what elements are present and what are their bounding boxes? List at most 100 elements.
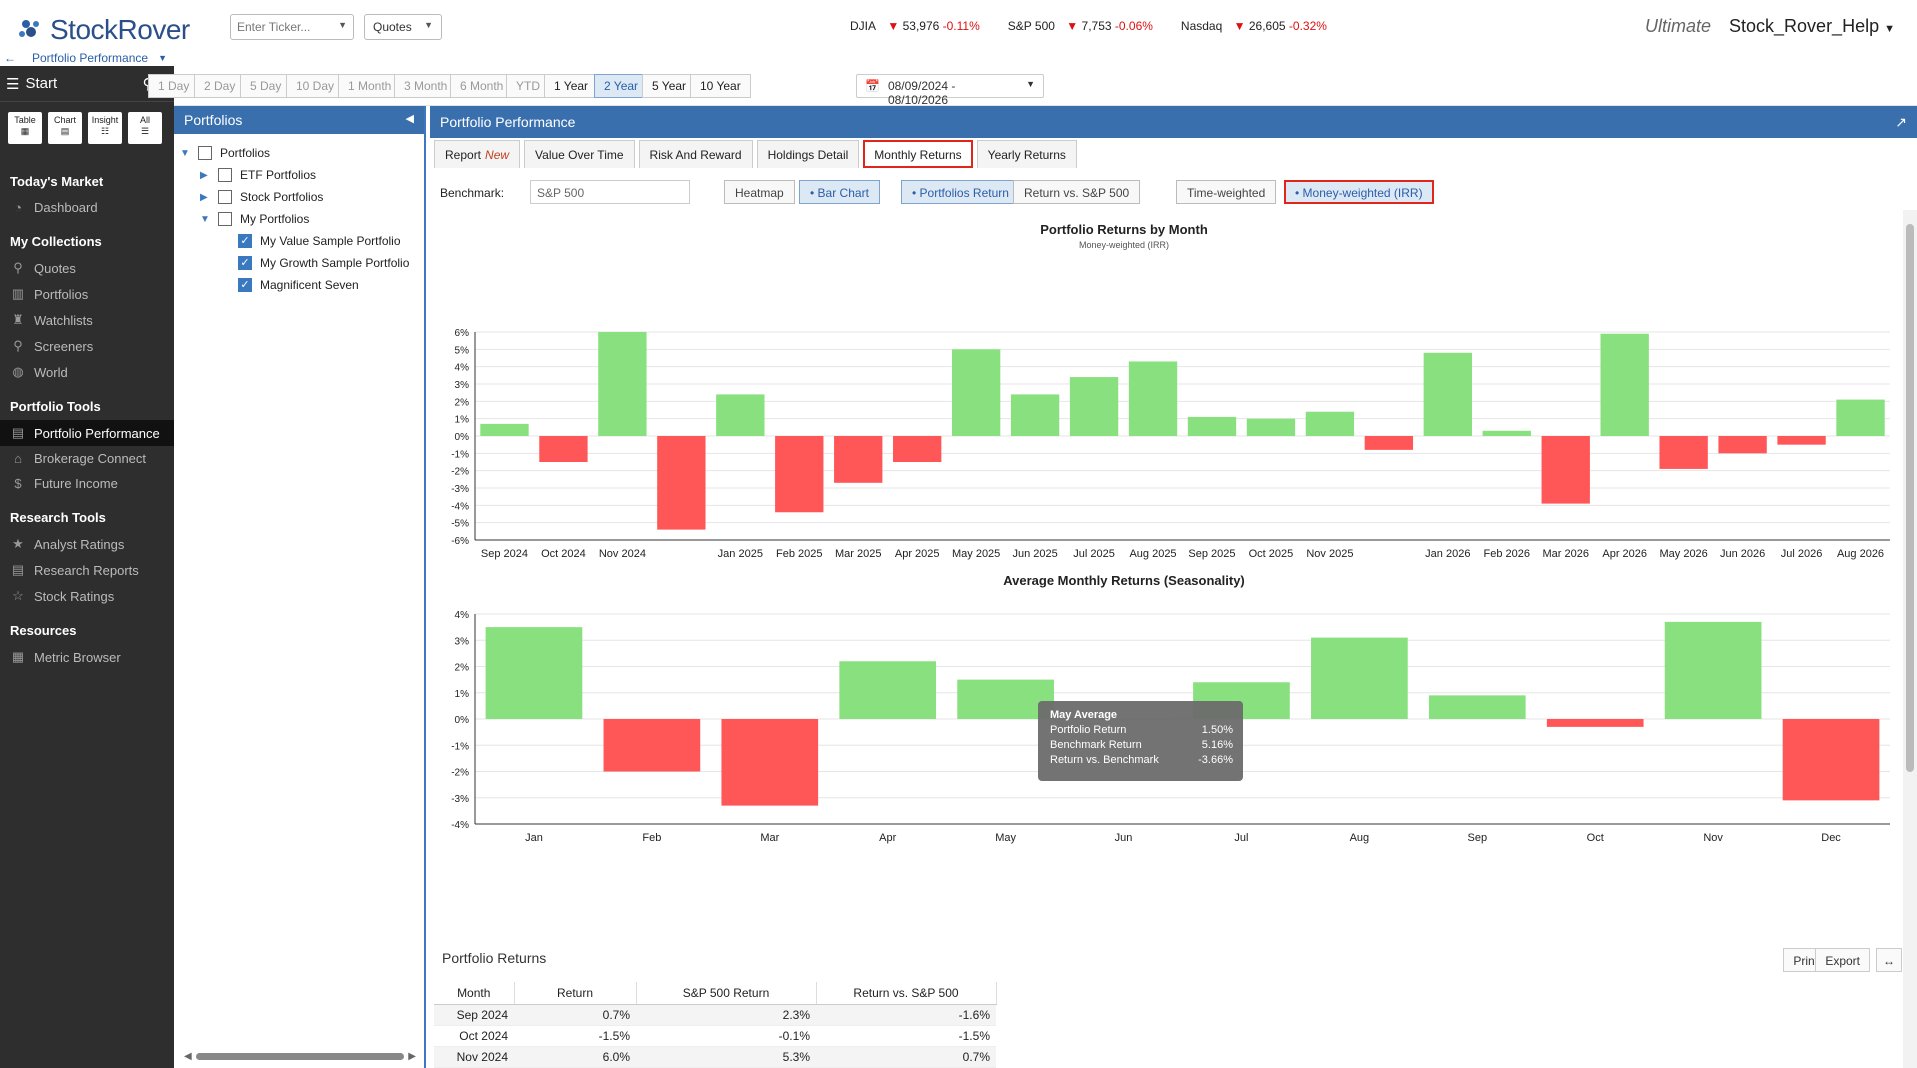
time-weighted-toggle[interactable]: Time-weighted: [1176, 180, 1277, 204]
chevron-down-icon[interactable]: ▼: [200, 213, 210, 225]
chevron-right-icon[interactable]: ▶: [200, 191, 208, 203]
checkbox[interactable]: ✓: [238, 278, 252, 292]
scroll-right-icon[interactable]: ▶: [408, 1050, 416, 1062]
sidebar-item-research-reports[interactable]: ▤ Research Reports: [0, 557, 174, 583]
quotes-label: Quotes: [373, 20, 412, 34]
sidebar-item-watchlists[interactable]: ♜ Watchlists: [0, 307, 174, 333]
vertical-scrollbar[interactable]: [1903, 210, 1917, 1068]
logo[interactable]: StockRover: [18, 14, 190, 46]
heatmap-toggle[interactable]: Heatmap: [724, 180, 795, 204]
user-menu[interactable]: Stock_Rover_Help ▼: [1729, 16, 1895, 36]
chart-bar: [598, 332, 647, 436]
period-5-day[interactable]: 5 Day: [240, 74, 292, 98]
column-header[interactable]: S&P 500 Return: [636, 982, 817, 1005]
tab-report[interactable]: Report New: [434, 140, 521, 168]
table-view-button[interactable]: Table ▦: [8, 112, 42, 144]
period-3-month[interactable]: 3 Month: [394, 74, 458, 98]
expand-icon[interactable]: ↔: [1876, 948, 1902, 972]
ticker-input[interactable]: Enter Ticker... ▼: [230, 14, 354, 40]
period-ytd[interactable]: YTD: [506, 74, 550, 98]
money-weighted-toggle[interactable]: • Money-weighted (IRR): [1284, 180, 1434, 204]
sidebar-item-brokerage-connect[interactable]: ⌂ Brokerage Connect: [0, 446, 174, 471]
sidebar-item-stock-ratings[interactable]: ☆ Stock Ratings: [0, 583, 174, 609]
index-sp500[interactable]: S&P 500 ▼ 7,753 -0.06%: [1007, 19, 1153, 33]
breadcrumb-label: Portfolio Performance: [32, 51, 149, 65]
checkbox[interactable]: [218, 190, 232, 204]
column-header[interactable]: Month: [434, 982, 515, 1005]
sidebar-item-future-income[interactable]: $ Future Income: [0, 471, 174, 496]
x-tick-label: Jul: [1234, 832, 1248, 844]
export-button[interactable]: Export: [1815, 948, 1870, 972]
insight-view-button[interactable]: Insight ☷: [88, 112, 122, 144]
quotes-dropdown[interactable]: Quotes ▼: [364, 14, 442, 40]
breadcrumb[interactable]: ← Portfolio Performance ▼: [4, 51, 167, 65]
index-djia[interactable]: DJIA ▼ 53,976 -0.11%: [850, 19, 980, 33]
table-row[interactable]: Oct 2024 -1.5% -0.1% -1.5%: [434, 1025, 996, 1047]
period-10-year[interactable]: 10 Year: [690, 74, 751, 98]
return-vs-benchmark-toggle[interactable]: Return vs. S&P 500: [1013, 180, 1141, 204]
portfolios-return-toggle[interactable]: • Portfolios Return: [901, 180, 1020, 204]
popout-icon[interactable]: ↗: [1895, 114, 1907, 130]
tree-item[interactable]: ▼ My Portfolios: [180, 208, 418, 230]
sidebar-item-analyst-ratings[interactable]: ★ Analyst Ratings: [0, 531, 174, 557]
sidebar-item-screeners[interactable]: ⚲ Screeners: [0, 333, 174, 359]
tree-item[interactable]: ✓ My Value Sample Portfolio: [180, 230, 418, 252]
tab-value-over-time[interactable]: Value Over Time: [524, 140, 635, 168]
date-range-picker[interactable]: 📅 08/09/2024 - 08/10/2026 ▼: [856, 74, 1044, 107]
period-5-year[interactable]: 5 Year: [642, 74, 697, 98]
benchmark-input[interactable]: S&P 500: [530, 180, 690, 204]
sidebar-item-portfolio-performance[interactable]: ▤ Portfolio Performance: [0, 420, 174, 446]
sidebar-item-portfolios[interactable]: ▥ Portfolios: [0, 281, 174, 307]
period-2-year[interactable]: 2 Year: [594, 74, 649, 98]
tree-item[interactable]: ✓ Magnificent Seven: [180, 274, 418, 296]
checkbox[interactable]: [218, 168, 232, 182]
tab-yearly-returns[interactable]: Yearly Returns: [976, 140, 1077, 168]
period-6-month[interactable]: 6 Month: [450, 74, 514, 98]
brand-name: StockRover: [50, 14, 190, 45]
bar-chart-toggle[interactable]: • Bar Chart: [799, 180, 880, 204]
period-1-month[interactable]: 1 Month: [338, 74, 402, 98]
tree-item[interactable]: ▼ Portfolios: [180, 142, 418, 164]
horizontal-scrollbar[interactable]: ◀ ▶: [184, 1050, 416, 1062]
sidebar-item-dashboard[interactable]: ◔ Dashboard: [0, 195, 174, 220]
hamburger-icon[interactable]: ☰: [6, 75, 20, 93]
tree-item[interactable]: ▶ Stock Portfolios: [180, 186, 418, 208]
scroll-thumb[interactable]: [195, 1052, 405, 1060]
table-cell: -0.1%: [636, 1025, 816, 1047]
tab-risk-and-reward[interactable]: Risk And Reward: [638, 140, 753, 168]
chevron-right-icon[interactable]: ▶: [200, 169, 208, 181]
all-view-button[interactable]: All ☰: [128, 112, 162, 144]
tab-holdings-detail[interactable]: Holdings Detail: [756, 140, 860, 168]
period-2-day[interactable]: 2 Day: [194, 74, 246, 98]
tree-item[interactable]: ✓ My Growth Sample Portfolio: [180, 252, 418, 274]
chart-bar: [1305, 411, 1355, 436]
table-row[interactable]: Sep 2024 0.7% 2.3% -1.6%: [434, 1004, 996, 1026]
y-tick-label: -4%: [451, 501, 469, 512]
sidebar-item-world[interactable]: ◍ World: [0, 359, 174, 385]
collapse-left-icon[interactable]: ◀: [405, 113, 414, 125]
checkbox[interactable]: ✓: [238, 234, 252, 248]
chart-bar: [1482, 430, 1531, 436]
scroll-left-icon[interactable]: ◀: [184, 1050, 192, 1062]
chart-view-button[interactable]: Chart ▤: [48, 112, 82, 144]
checkbox[interactable]: [198, 146, 212, 160]
column-header[interactable]: Return: [514, 982, 637, 1005]
main-header: Portfolio Performance ↗: [430, 106, 1917, 138]
tree-item[interactable]: ▶ ETF Portfolios: [180, 164, 418, 186]
index-nasdaq[interactable]: Nasdaq ▼ 26,605 -0.32%: [1180, 19, 1327, 33]
checkbox[interactable]: [218, 212, 232, 226]
period-10-day[interactable]: 10 Day: [286, 74, 345, 98]
y-tick-label: 1%: [455, 415, 470, 426]
x-tick-label: Jul 2026: [1781, 548, 1823, 560]
sidebar-item-quotes[interactable]: ⚲ Quotes: [0, 255, 174, 281]
column-header[interactable]: Return vs. S&P 500: [816, 982, 997, 1005]
table-row[interactable]: Nov 2024 6.0% 5.3% 0.7%: [434, 1046, 996, 1068]
chevron-down-icon[interactable]: ▼: [180, 147, 190, 159]
back-arrow-icon[interactable]: ←: [4, 51, 16, 65]
period-1-year[interactable]: 1 Year: [544, 74, 599, 98]
period-1-day[interactable]: 1 Day: [148, 74, 200, 98]
sidebar-item-metric-browser[interactable]: ▦ Metric Browser: [0, 644, 174, 670]
checkbox[interactable]: ✓: [238, 256, 252, 270]
tab-monthly-returns[interactable]: Monthly Returns: [863, 140, 973, 168]
scroll-thumb[interactable]: [1906, 224, 1914, 772]
